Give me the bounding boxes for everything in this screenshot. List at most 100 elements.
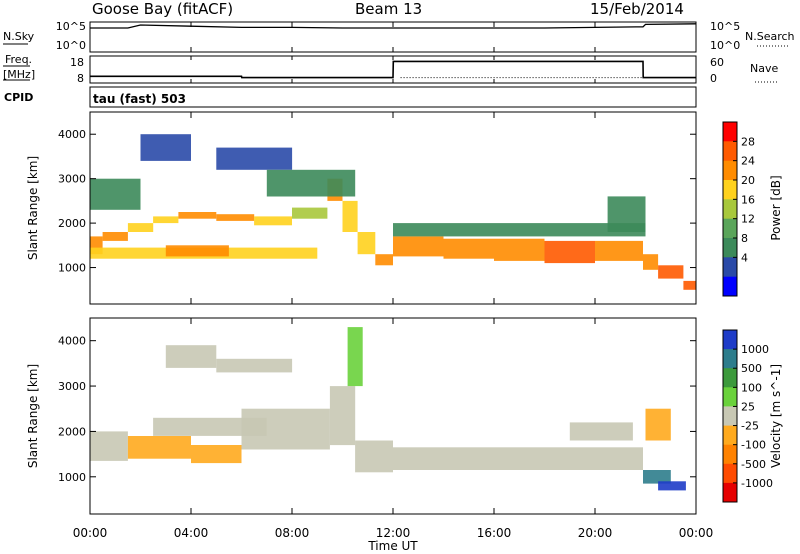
heatmap-cell [241, 408, 330, 450]
freq-tick-top: 18 [70, 56, 84, 69]
power-colorbar: 28 24 20 16 12 8 4 [722, 121, 755, 297]
colorbar-swatch [723, 276, 737, 297]
velocity-heatmap [90, 327, 686, 491]
freq-tick-bottom: 8 [77, 72, 84, 85]
colorbar-tick-label: 12 [741, 213, 755, 226]
cpid-panel-frame [89, 86, 697, 108]
heatmap-cell [494, 238, 545, 261]
heatmap-cell [127, 436, 191, 459]
nsky-tick-bottom: 10^0 [56, 39, 86, 52]
heatmap-cell [643, 254, 659, 270]
heatmap-cell [658, 265, 684, 279]
heatmap-cell [347, 327, 363, 387]
colorbar-frame [722, 329, 738, 503]
x-tick-label: 16:00 [477, 526, 512, 540]
colorbar-frame [722, 121, 738, 297]
heatmap-cell [569, 422, 633, 441]
heatmap-cell [357, 232, 376, 255]
colorbar-tick-label: -1000 [741, 477, 773, 490]
colorbar-swatch [723, 482, 737, 503]
colorbar-swatch [723, 199, 737, 220]
colorbar-tick-label: 4 [741, 251, 748, 264]
colorbar-tick-label: 8 [741, 232, 748, 245]
nsearch-label: N.Search [745, 30, 795, 43]
y-tick-label: 3000 [58, 173, 86, 186]
nsearch-tick-top: 10^5 [710, 20, 740, 33]
x-tick-label: 00:00 [73, 526, 108, 540]
colorbar-swatch [723, 238, 737, 258]
power-y-label: Slant Range [km] [26, 156, 40, 260]
heatmap-cell [658, 481, 686, 491]
colorbar-tick-label: 16 [741, 193, 755, 206]
heatmap-cell [329, 386, 356, 446]
colorbar-swatch [723, 368, 737, 388]
cpid-label: CPID [4, 91, 33, 104]
colorbar-swatch [723, 444, 737, 465]
heatmap-cell [153, 417, 267, 436]
nave-tick-top: 60 [710, 56, 724, 69]
colorbar-tick-label: 100 [741, 381, 762, 394]
colorbar-swatch [723, 330, 737, 350]
heatmap-cell [102, 232, 128, 241]
heatmap-cell [165, 245, 229, 257]
heatmap-cell [140, 134, 191, 161]
x-tick-label: 04:00 [174, 526, 209, 540]
y-tick-label: 4000 [58, 335, 86, 348]
y-tick-label: 4000 [58, 128, 86, 141]
heatmap-cell [127, 223, 154, 232]
x-tick-label: 08:00 [275, 526, 310, 540]
colorbar-tick-label: -500 [741, 458, 766, 471]
nsky-tick-top: 10^5 [56, 20, 86, 33]
y-tick-label: 1000 [58, 262, 86, 275]
heatmap-cell [607, 196, 646, 232]
colorbar-swatch [723, 463, 737, 484]
colorbar-tick-label: -25 [741, 420, 759, 433]
colorbar-tick-label: -100 [741, 439, 766, 452]
heatmap-cell [165, 345, 217, 368]
heatmap-cell [216, 358, 293, 373]
heatmap-cell [393, 223, 646, 237]
colorbar-tick-label: 24 [741, 155, 755, 168]
heatmap-cell [292, 207, 328, 219]
nave-label: Nave [750, 62, 778, 75]
colorbar-swatch [723, 160, 737, 181]
colorbar-swatch [723, 218, 737, 239]
station-title: Goose Bay (fitACF) [92, 0, 233, 18]
freq-series [90, 60, 696, 79]
nsearch-tick-bottom: 10^0 [710, 39, 740, 52]
heatmap-cell [643, 470, 671, 484]
x-axis-label: Time UT [367, 539, 418, 553]
velocity-y-ticks: 4000 3000 2000 1000 [58, 335, 696, 484]
heatmap-cell [443, 238, 494, 259]
heatmap-cell [355, 440, 393, 473]
velocity-colorbar: 1000 500 100 25 -25 -100 -500 -1000 [722, 329, 773, 503]
heatmap-cell [342, 200, 358, 232]
nsky-series [90, 23, 697, 29]
heatmap-cell [254, 216, 292, 226]
heatmap-cell [216, 214, 255, 221]
colorbar-swatch [723, 180, 737, 200]
power-heatmap [90, 134, 696, 290]
heatmap-cell [90, 178, 141, 210]
nave-tick-bottom: 0 [710, 72, 717, 85]
y-tick-label: 3000 [58, 380, 86, 393]
colorbar-swatch [723, 425, 737, 446]
colorbar-swatch [723, 349, 737, 369]
colorbar-swatch [723, 387, 737, 407]
heatmap-cell [266, 169, 356, 197]
x-tick-label: 12:00 [376, 526, 411, 540]
beam-title: Beam 13 [355, 0, 422, 18]
heatmap-cell [153, 216, 179, 224]
cpid-text: tau (fast) 503 [93, 92, 186, 106]
x-tick-label: 20:00 [578, 526, 613, 540]
power-y-ticks: 4000 3000 2000 1000 [58, 128, 696, 275]
colorbar-swatch [723, 141, 737, 162]
date-title: 15/Feb/2014 [590, 0, 684, 18]
heatmap-cell [90, 431, 128, 461]
y-tick-label: 2000 [58, 217, 86, 230]
heatmap-cell [191, 445, 242, 464]
colorbar-tick-label: 28 [741, 135, 755, 148]
heatmap-cell [375, 254, 393, 266]
